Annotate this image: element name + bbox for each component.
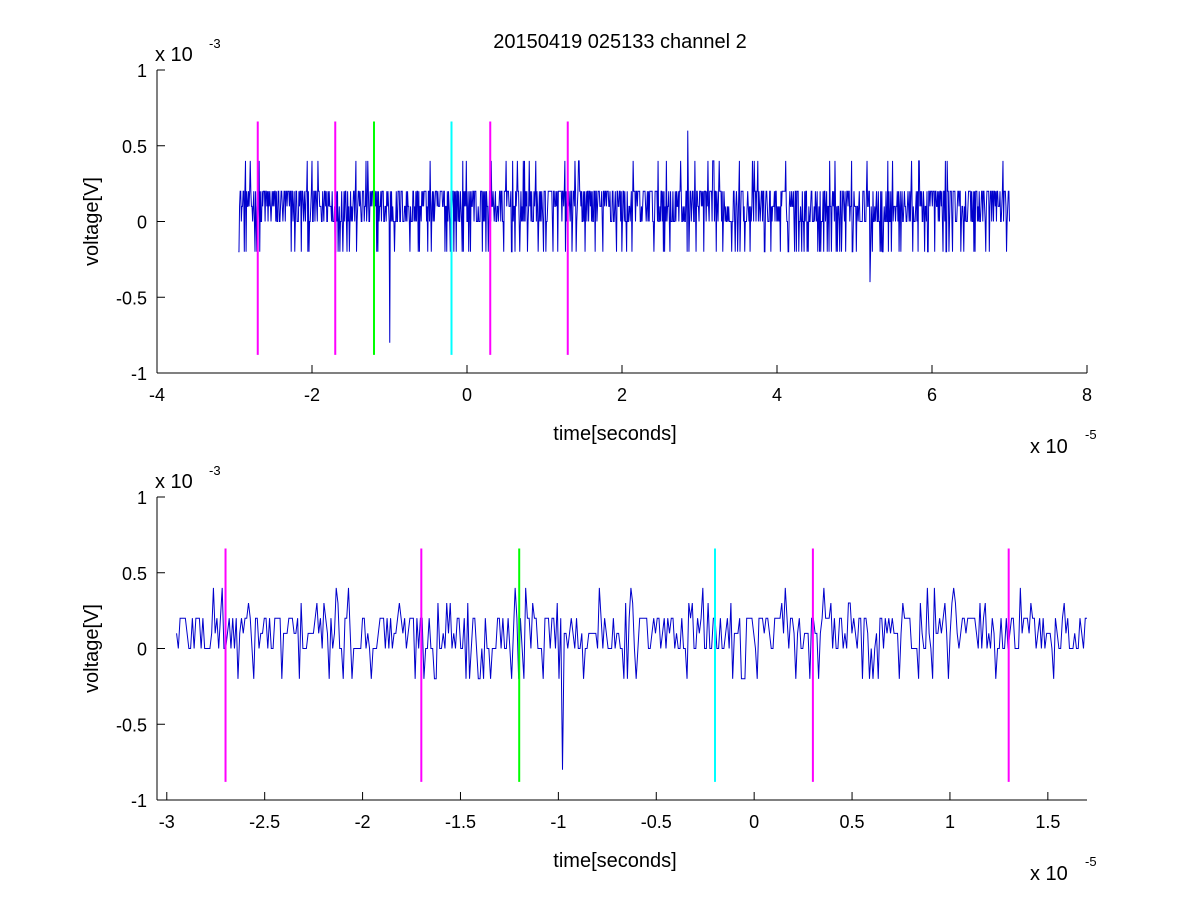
bottom-y-tick-label: -1 (131, 791, 147, 811)
top-x-multiplier-exponent: -5 (1085, 427, 1097, 442)
top-y-tick-label: -1 (131, 364, 147, 384)
top-y-tick-label: 1 (137, 61, 147, 81)
top-y-multiplier: x 10 (155, 44, 193, 66)
bottom-axes: -3 -2.5 -2 -1.5 -1 -0.5 0 0.5 1 1.5 -1 -0.5 0 0.5 1 x 1… (81, 463, 1097, 885)
bottom-y-tick-label: 0 (137, 640, 147, 660)
bottom-x-tick-label: -3 (159, 812, 175, 832)
bottom-x-tick-label: -1 (550, 812, 566, 832)
bottom-y-multiplier-exponent: -3 (209, 463, 221, 478)
top-y-tick-label: 0.5 (122, 137, 147, 157)
top-signal-trace (238, 130, 1010, 343)
bottom-x-tick-label: 0 (749, 812, 759, 832)
top-x-tick-label: 4 (772, 385, 782, 405)
bottom-x-multiplier: x 10 (1030, 863, 1068, 885)
bottom-x-tick-label: -0.5 (641, 812, 672, 832)
bottom-x-axis-label: time[seconds] (553, 850, 676, 872)
top-y-tick-label: -0.5 (116, 288, 147, 308)
top-x-multiplier: x 10 (1030, 436, 1068, 458)
top-x-tick-label: 0 (462, 385, 472, 405)
top-y-axis-label: voltage[V] (81, 177, 103, 266)
top-x-tick-label: 6 (927, 385, 937, 405)
bottom-signal-trace (176, 587, 1087, 770)
top-x-tick-label: -2 (304, 385, 320, 405)
top-axes: -4 -2 0 2 4 6 8 -1 -0.5 0 0.5 1 x 10 -3 x 10 -5 time[sec… (81, 36, 1097, 458)
bottom-y-axis-label: voltage[V] (81, 604, 103, 693)
bottom-y-tick-label: 1 (137, 488, 147, 508)
bottom-x-tick-label: -2 (355, 812, 371, 832)
figure-title: 20150419 025133 channel 2 (493, 31, 747, 53)
top-y-tick-label: 0 (137, 213, 147, 233)
bottom-x-tick-label: 1 (945, 812, 955, 832)
bottom-y-multiplier: x 10 (155, 471, 193, 493)
top-x-tick-label: 2 (617, 385, 627, 405)
bottom-x-tick-label: -2.5 (249, 812, 280, 832)
top-x-tick-label: 8 (1082, 385, 1092, 405)
bottom-x-tick-label: 0.5 (840, 812, 865, 832)
bottom-x-multiplier-exponent: -5 (1085, 854, 1097, 869)
bottom-x-tick-label: -1.5 (445, 812, 476, 832)
top-y-multiplier-exponent: -3 (209, 36, 221, 51)
bottom-x-tick-label: 1.5 (1035, 812, 1060, 832)
bottom-y-tick-label: 0.5 (122, 564, 147, 584)
top-x-tick-label: -4 (149, 385, 165, 405)
top-x-axis-label: time[seconds] (553, 423, 676, 445)
bottom-y-tick-label: -0.5 (116, 715, 147, 735)
